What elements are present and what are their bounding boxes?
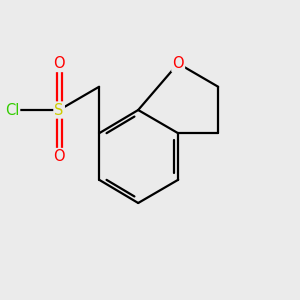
Text: S: S <box>54 103 64 118</box>
Text: O: O <box>53 56 65 71</box>
Text: O: O <box>53 149 65 164</box>
Text: O: O <box>172 56 184 71</box>
Text: Cl: Cl <box>5 103 19 118</box>
